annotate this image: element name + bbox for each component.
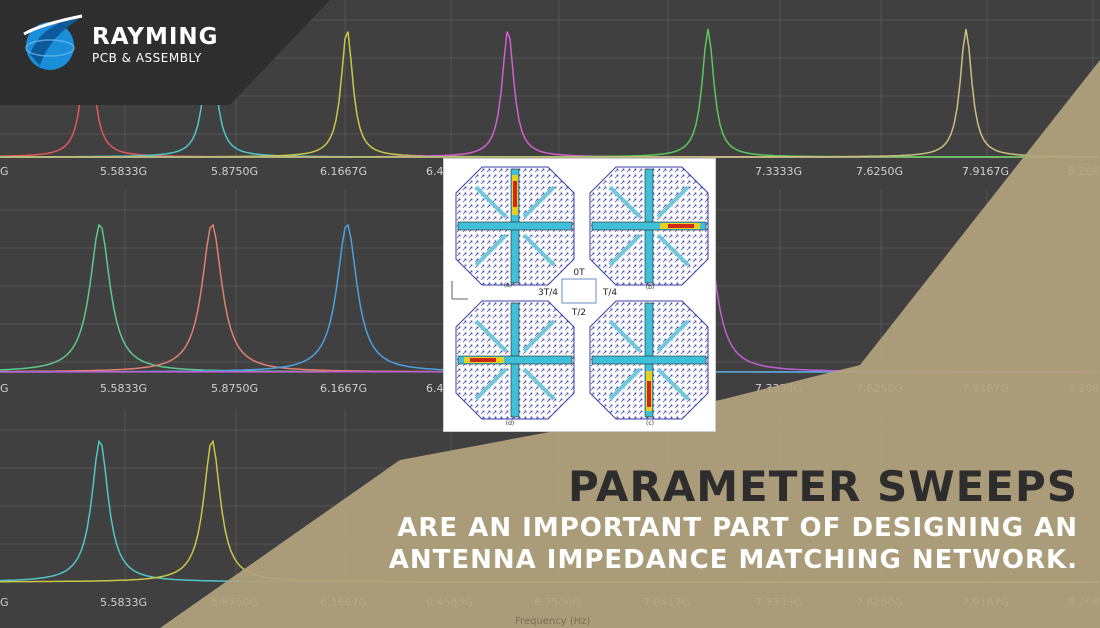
tick-label: G xyxy=(0,596,9,609)
panel-label-c: (c) xyxy=(646,420,654,427)
label-0t: 0T xyxy=(573,268,585,278)
tick-label: 7.3333G xyxy=(755,165,802,178)
tick-label: 6.1667G xyxy=(320,382,367,395)
tick-label: 6.1667G xyxy=(320,165,367,178)
panel-label-d: (d) xyxy=(506,420,515,427)
antenna-panel xyxy=(455,166,575,286)
globe-icon xyxy=(23,14,83,70)
logo-panel xyxy=(0,0,330,105)
sweep-curve xyxy=(0,28,1098,158)
antenna-figure-graphic: 0T 3T/4 T/4 T/2 (a) (b) (d) (c) xyxy=(451,166,709,427)
label-3t4: 3T/4 xyxy=(538,288,558,298)
tick-label: 5.5833G xyxy=(100,382,147,395)
axis-label: Frequency (Hz) xyxy=(515,616,591,627)
brand-name: RAYMING xyxy=(92,24,219,50)
tick-label: 5.8750G xyxy=(211,382,258,395)
label-t2: T/2 xyxy=(571,308,586,318)
tick-label: 7.6250G xyxy=(856,165,903,178)
rayming-logo: RAYMING PCB & ASSEMBLY xyxy=(18,14,238,74)
headline: PARAMETER SWEEPS ARE AN IMPORTANT PART O… xyxy=(389,462,1078,576)
antenna-current-figure: 0T 3T/4 T/4 T/2 (a) (b) (d) (c) xyxy=(443,158,716,432)
axis-arrows-icon xyxy=(451,281,468,300)
tick-label: 5.8750G xyxy=(211,165,258,178)
panel-label-a: (a) xyxy=(504,282,512,289)
tick-label: 5.5833G xyxy=(100,596,147,609)
tick-label: G xyxy=(0,382,9,395)
gold-band xyxy=(160,60,1100,628)
tick-label: 5.5833G xyxy=(100,165,147,178)
label-t4: T/4 xyxy=(602,288,618,298)
antenna-panel xyxy=(589,300,709,420)
tick-label: G xyxy=(0,165,9,178)
panel-label-b: (b) xyxy=(646,284,655,291)
tick-label: 7.9167G xyxy=(962,165,1009,178)
headline-line-1: ARE AN IMPORTANT PART OF DESIGNING AN xyxy=(397,513,1078,543)
brand-tagline: PCB & ASSEMBLY xyxy=(92,51,202,65)
antenna-panel xyxy=(589,166,709,286)
antenna-panel xyxy=(455,300,575,420)
headline-line-2: ANTENNA IMPEDANCE MATCHING NETWORK. xyxy=(388,545,1078,575)
headline-title: PARAMETER SWEEPS xyxy=(567,462,1078,511)
